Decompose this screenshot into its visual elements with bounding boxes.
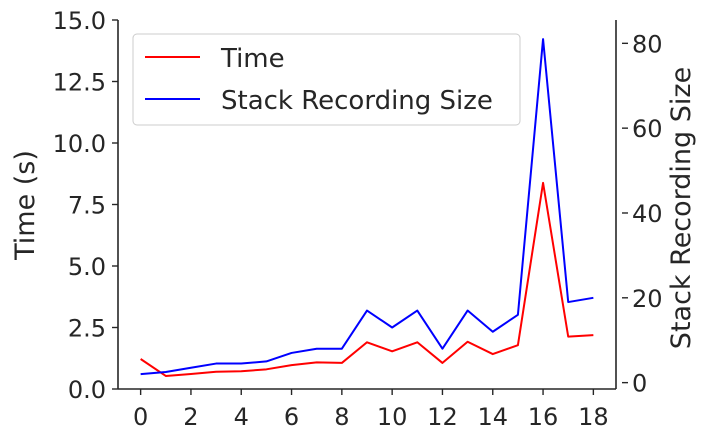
x-tick-label: 16 xyxy=(528,403,559,431)
y-right-tick-label: 0 xyxy=(632,370,647,398)
x-tick-label: 12 xyxy=(427,403,458,431)
legend-label-time: Time xyxy=(220,44,285,74)
x-tick-label: 6 xyxy=(284,403,299,431)
x-tick-label: 2 xyxy=(183,403,198,431)
y-left-ticks: 0.0 2.5 5.0 7.5 10.0 12.5 15.0 xyxy=(53,7,118,404)
x-tick-label: 10 xyxy=(377,403,408,431)
legend: Time Stack Recording Size xyxy=(132,33,521,126)
y-left-tick-label: 15.0 xyxy=(53,7,106,35)
legend-label-stack-recording-size: Stack Recording Size xyxy=(221,86,493,116)
y-left-tick-label: 7.5 xyxy=(68,192,106,220)
x-tick-label: 4 xyxy=(234,403,249,431)
x-ticks: 0 2 4 6 8 10 12 14 16 18 xyxy=(133,389,609,431)
x-tick-label: 14 xyxy=(477,403,508,431)
y-left-tick-label: 0.0 xyxy=(68,376,106,404)
y-right-ticks: 0 20 40 60 80 xyxy=(622,30,663,398)
x-tick-label: 18 xyxy=(578,403,609,431)
y-right-tick-label: 80 xyxy=(632,30,663,58)
series-line-time xyxy=(140,181,594,377)
y-right-tick-label: 20 xyxy=(632,285,663,313)
series-line-stack-recording-size xyxy=(140,38,594,376)
x-tick-label: 0 xyxy=(133,403,148,431)
y-left-axis-title: Time (s) xyxy=(10,150,41,261)
y-left-tick-label: 2.5 xyxy=(68,315,106,343)
y-left-tick-label: 10.0 xyxy=(53,130,106,158)
series-lines xyxy=(140,38,594,377)
y-left-tick-label: 12.5 xyxy=(53,69,106,97)
x-tick-label: 8 xyxy=(334,403,349,431)
legend-box xyxy=(132,33,521,126)
y-right-tick-label: 60 xyxy=(632,115,663,143)
y-left-tick-label: 5.0 xyxy=(68,253,106,281)
y-right-tick-label: 40 xyxy=(632,200,663,228)
y-right-axis-title: Stack Recording Size xyxy=(666,67,697,349)
